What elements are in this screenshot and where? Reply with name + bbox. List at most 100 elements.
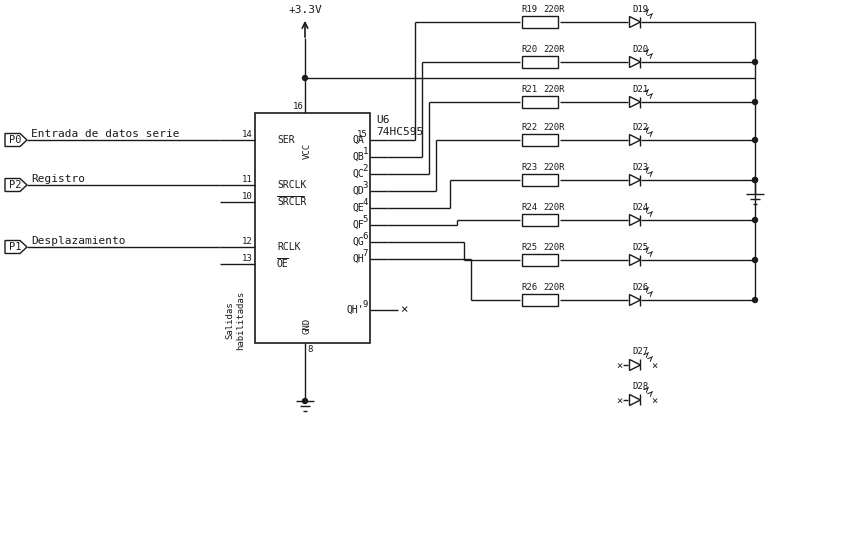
Text: 220R: 220R <box>543 85 564 94</box>
Text: QA: QA <box>352 135 364 145</box>
Text: D24: D24 <box>631 203 648 211</box>
Text: D20: D20 <box>631 44 648 53</box>
Text: 220R: 220R <box>543 45 564 54</box>
Text: QH: QH <box>352 254 364 264</box>
Text: 220R: 220R <box>543 283 564 292</box>
Text: R23: R23 <box>521 163 537 172</box>
Circle shape <box>751 217 757 222</box>
Text: R21: R21 <box>521 85 537 94</box>
Text: SRCLK: SRCLK <box>277 180 306 190</box>
Text: 7: 7 <box>362 249 367 258</box>
Circle shape <box>302 399 307 404</box>
Circle shape <box>751 99 757 104</box>
Bar <box>255 113 370 343</box>
Bar <box>521 254 557 266</box>
Text: QB: QB <box>352 152 364 162</box>
Polygon shape <box>5 178 27 192</box>
Polygon shape <box>629 97 640 108</box>
Polygon shape <box>5 240 27 254</box>
Text: ×: × <box>615 361 621 371</box>
Text: D25: D25 <box>631 243 648 251</box>
Text: 220R: 220R <box>543 163 564 172</box>
Circle shape <box>751 257 757 262</box>
Text: 14: 14 <box>242 130 253 139</box>
Text: R19: R19 <box>521 5 537 14</box>
Bar <box>521 96 557 108</box>
Text: R22: R22 <box>521 123 537 132</box>
Bar <box>521 56 557 68</box>
Text: U6: U6 <box>376 115 389 125</box>
Text: ×: × <box>615 396 621 406</box>
Text: 220R: 220R <box>543 5 564 14</box>
Text: QF: QF <box>352 220 364 230</box>
Text: R25: R25 <box>521 243 537 252</box>
Text: ×: × <box>400 304 407 317</box>
Text: R24: R24 <box>521 203 537 212</box>
Text: 15: 15 <box>357 130 367 139</box>
Circle shape <box>751 59 757 64</box>
Text: D22: D22 <box>631 122 648 132</box>
Text: QD: QD <box>352 186 364 196</box>
Text: 220R: 220R <box>543 203 564 212</box>
Text: R26: R26 <box>521 283 537 292</box>
Text: ×: × <box>650 361 656 371</box>
Text: Salidas
habilitadas: Salidas habilitadas <box>225 290 245 350</box>
Text: D21: D21 <box>631 85 648 93</box>
Text: Registro: Registro <box>31 174 85 184</box>
Text: Entrada de datos serie: Entrada de datos serie <box>31 129 179 139</box>
Text: QH': QH' <box>346 305 364 315</box>
Text: QG: QG <box>352 237 364 247</box>
Text: D28: D28 <box>631 383 648 391</box>
Text: D26: D26 <box>631 283 648 292</box>
Text: D27: D27 <box>631 348 648 356</box>
Text: P1: P1 <box>9 242 21 252</box>
Text: OE: OE <box>277 259 289 269</box>
Text: RCLK: RCLK <box>277 242 300 252</box>
Polygon shape <box>629 294 640 305</box>
Text: 6: 6 <box>362 232 367 241</box>
Text: ×: × <box>650 396 656 406</box>
Polygon shape <box>629 175 640 186</box>
Text: Desplazamiento: Desplazamiento <box>31 236 125 246</box>
Text: P2: P2 <box>9 180 21 190</box>
Polygon shape <box>629 16 640 27</box>
Text: 11: 11 <box>242 175 253 184</box>
Circle shape <box>751 298 757 302</box>
Bar <box>521 294 557 306</box>
Text: 16: 16 <box>293 102 303 111</box>
Polygon shape <box>629 360 640 371</box>
Polygon shape <box>629 135 640 145</box>
Text: GND: GND <box>302 318 311 334</box>
Text: D23: D23 <box>631 163 648 171</box>
Bar <box>521 174 557 186</box>
Text: 3: 3 <box>362 181 367 190</box>
Text: SRCLR: SRCLR <box>277 197 306 207</box>
Bar <box>521 134 557 146</box>
Circle shape <box>751 137 757 143</box>
Text: QE: QE <box>352 203 364 213</box>
Text: VCC: VCC <box>302 143 311 159</box>
Text: 12: 12 <box>242 237 253 246</box>
Text: 5: 5 <box>362 215 367 224</box>
Text: R20: R20 <box>521 45 537 54</box>
Text: P0: P0 <box>9 135 21 145</box>
Polygon shape <box>5 133 27 147</box>
Text: 10: 10 <box>242 192 253 201</box>
Polygon shape <box>629 215 640 226</box>
Text: 13: 13 <box>242 254 253 263</box>
Text: +3.3V: +3.3V <box>288 5 321 15</box>
Polygon shape <box>629 57 640 68</box>
Text: SER: SER <box>277 135 294 145</box>
Circle shape <box>302 76 307 81</box>
Text: 4: 4 <box>362 198 367 207</box>
Text: 220R: 220R <box>543 123 564 132</box>
Text: 8: 8 <box>307 345 312 354</box>
Circle shape <box>751 177 757 182</box>
Bar <box>521 16 557 28</box>
Circle shape <box>751 177 757 182</box>
Text: 1: 1 <box>362 147 367 156</box>
Text: 9: 9 <box>362 300 367 309</box>
Text: D19: D19 <box>631 4 648 14</box>
Bar <box>521 214 557 226</box>
Text: 2: 2 <box>362 164 367 173</box>
